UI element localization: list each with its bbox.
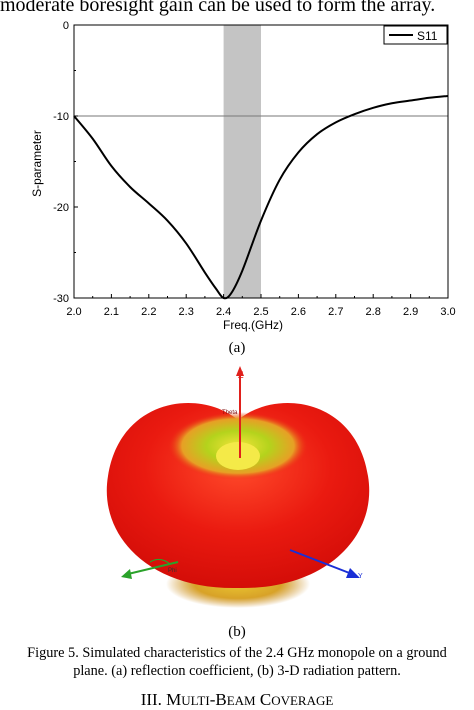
s11-chart: 2.0 2.1 2.2 2.3 2.4 2.5 2.6 2.7 2.8 2.9 3.0 0 -10 -20… (30, 20, 456, 332)
x-tick-label: 3.0 (440, 306, 455, 318)
y-tick-label: -10 (53, 111, 69, 123)
x-tick-label: 2.4 (216, 306, 231, 318)
figure-caption: Figure 5. Simulated characteristics of t… (0, 644, 474, 680)
y-tick-label: -30 (53, 293, 69, 305)
subfigure-b-label: (b) (228, 624, 246, 640)
y-axis-line (289, 549, 353, 575)
y-axis-arrow-icon (346, 568, 360, 578)
pattern-top-null-core (216, 442, 260, 470)
x-tick-label: 2.8 (366, 306, 381, 318)
radiation-pattern-3d: Z Theta Y Phi (106, 366, 370, 608)
y-tick-label: -20 (53, 202, 69, 214)
x-tick-label: 2.9 (403, 306, 418, 318)
x-tick-label: 2.6 (291, 306, 306, 318)
highlight-band (223, 25, 261, 298)
legend-box (383, 25, 448, 45)
theta-label: Theta (222, 410, 238, 416)
y-tick-label: 0 (63, 20, 69, 32)
s11-series-line (73, 94, 449, 300)
x-tick-label: 2.2 (141, 306, 156, 318)
caption-line-2: plane. (a) reflection coefficient, (b) 3… (73, 663, 401, 679)
x-axis-arrow-icon (121, 569, 132, 579)
x-axis-label: Freq.(GHz) (223, 318, 283, 332)
z-axis-arrow-icon (236, 366, 244, 376)
caption-line-1: Figure 5. Simulated characteristics of t… (27, 645, 447, 661)
x-tick-label: 2.7 (328, 306, 343, 318)
x-tick-label: 2.1 (104, 306, 119, 318)
x-tick-label: 2.3 (179, 306, 194, 318)
phi-label: Phi (168, 568, 177, 574)
legend-label: S11 (417, 29, 438, 43)
x-tick-label: 2.5 (253, 306, 268, 318)
subfigure-a-label: (a) (228, 340, 246, 356)
phi-arc (149, 558, 171, 565)
section-title: MULTI-BEAM COVERAGE (166, 690, 334, 709)
section-heading: III. MULTI-BEAM COVERAGE (0, 690, 474, 710)
y-axis-label: S-parameter (30, 130, 44, 197)
x-tick-label: 2.0 (66, 306, 81, 318)
z-axis-label: Z (238, 370, 244, 380)
section-number: III. (140, 690, 162, 709)
top-text-line: moderate boresight gain can be used to f… (0, 0, 436, 16)
y-axis-label: Y (358, 573, 363, 580)
